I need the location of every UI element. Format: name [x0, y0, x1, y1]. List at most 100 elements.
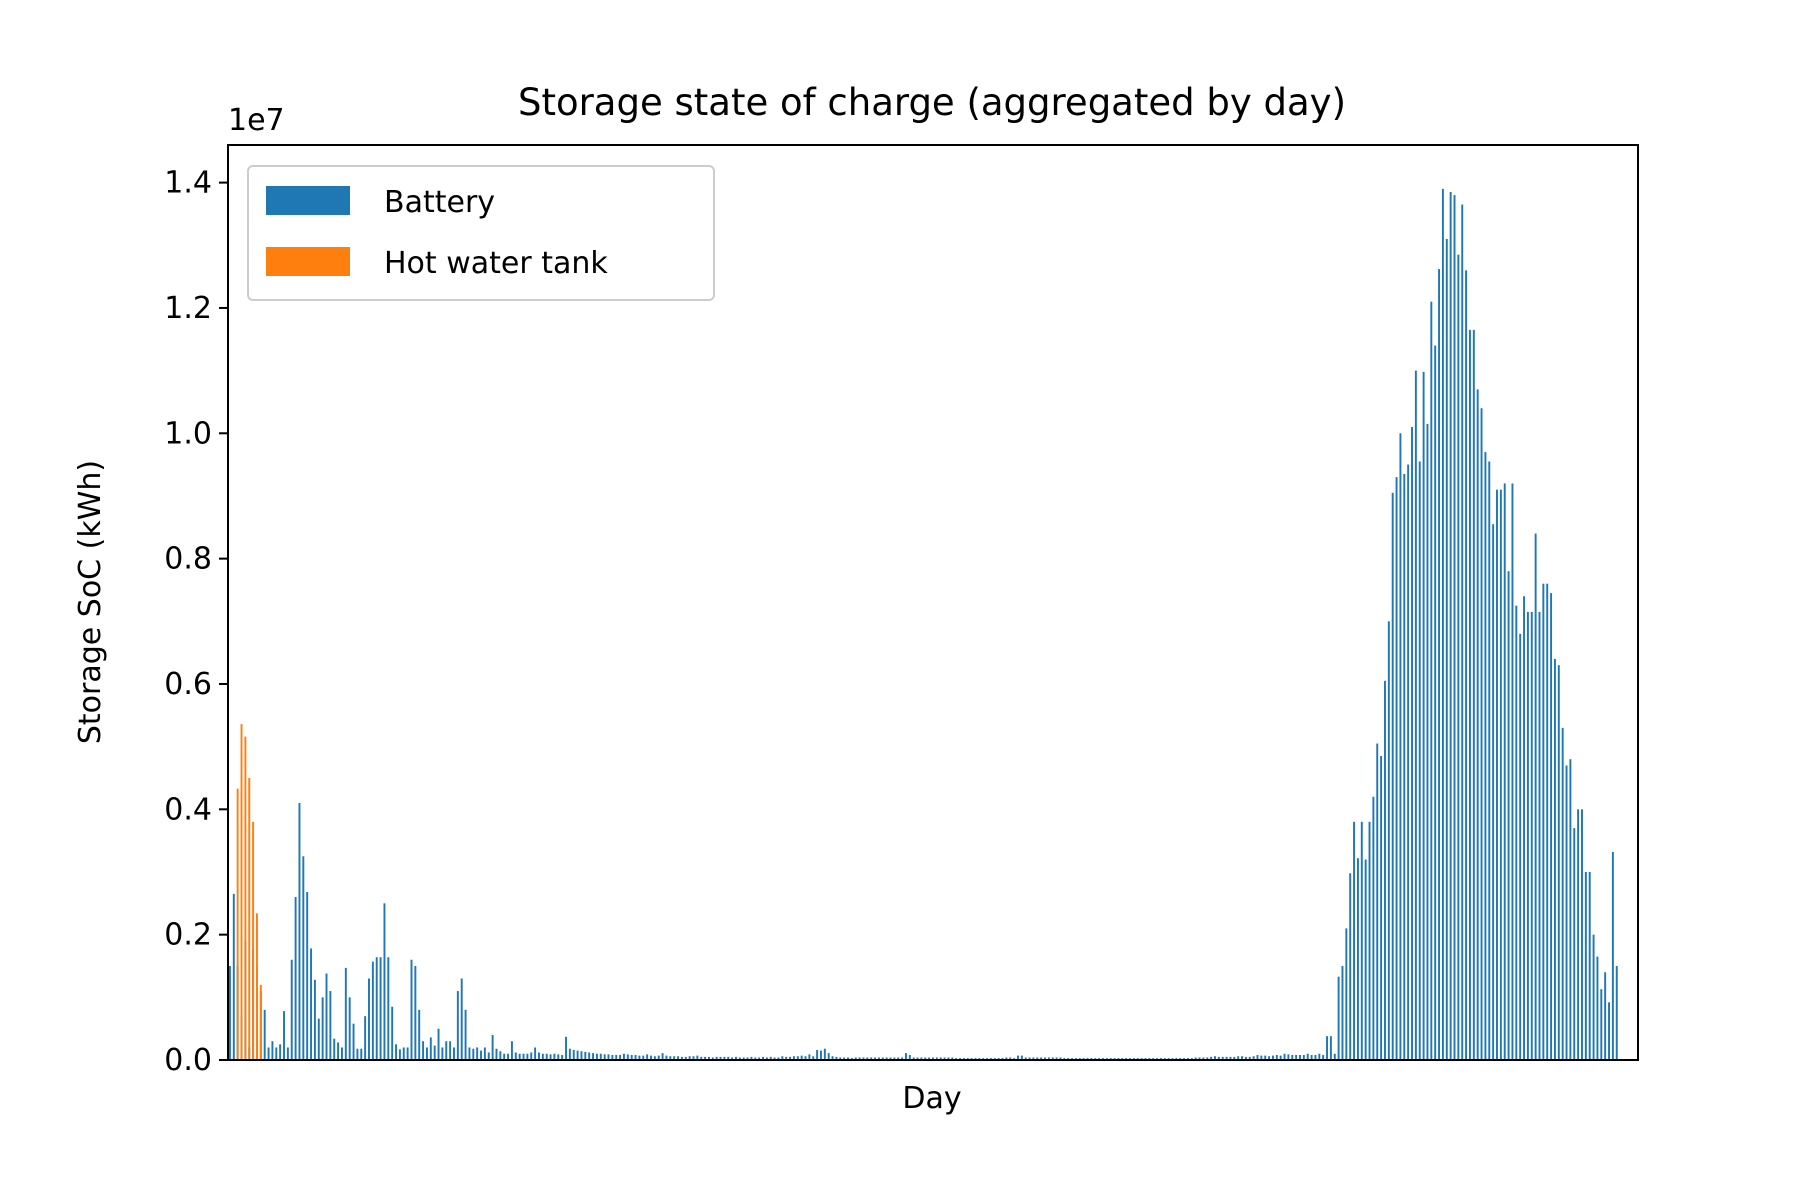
legend-swatch-battery	[266, 186, 350, 215]
bar-battery	[1515, 605, 1518, 1060]
bar-battery	[1492, 524, 1495, 1060]
bar-battery	[1391, 492, 1394, 1061]
y-tick-label: 1.2	[164, 291, 212, 326]
bar-battery	[773, 1057, 776, 1060]
bar-battery	[232, 893, 235, 1060]
bar-battery	[510, 1041, 513, 1060]
x-axis-label: Day	[902, 1081, 961, 1116]
bar-battery	[1198, 1057, 1201, 1060]
plot-area	[228, 188, 1618, 1061]
bar-battery	[480, 1050, 482, 1060]
bar-battery	[1418, 461, 1421, 1060]
bar-battery	[1237, 1056, 1240, 1060]
bar-battery	[653, 1056, 656, 1060]
bar-battery	[1484, 452, 1487, 1061]
bar-battery	[453, 1047, 455, 1060]
bar-hot-water-tank	[244, 736, 247, 1060]
bar-battery	[1268, 1056, 1271, 1060]
bar-battery	[924, 1057, 927, 1060]
bar-battery	[762, 1056, 764, 1060]
bar-battery	[410, 959, 413, 1060]
bar-battery	[742, 1057, 745, 1060]
bar-battery	[831, 1056, 834, 1060]
bar-battery	[1372, 796, 1375, 1060]
bar-battery	[1295, 1054, 1298, 1060]
bar-battery	[1511, 483, 1514, 1060]
bar-battery	[1217, 1056, 1220, 1060]
bar-battery	[371, 961, 374, 1060]
bar-battery	[445, 1041, 448, 1060]
bar-battery	[1615, 965, 1618, 1060]
bar-battery	[507, 1053, 510, 1060]
bar-battery	[1581, 809, 1583, 1060]
bar-battery	[893, 1057, 896, 1060]
bar-battery	[1349, 873, 1352, 1060]
bar-battery	[1360, 821, 1363, 1060]
bar-battery	[727, 1056, 730, 1060]
y-axis-ticks: 0.0 0.2 0.4 0.6 0.8 1.0 1.2 1.4	[164, 166, 228, 1078]
legend-label-hot-water-tank: Hot water tank	[384, 246, 608, 281]
bar-battery	[1287, 1054, 1290, 1060]
bar-battery	[310, 948, 313, 1060]
bar-battery	[1051, 1057, 1054, 1060]
chart-title: Storage state of charge (aggregated by d…	[518, 81, 1346, 124]
bar-battery	[325, 973, 328, 1060]
bar-battery	[889, 1057, 892, 1060]
bar-battery	[874, 1057, 877, 1060]
bar-battery	[1302, 1054, 1305, 1060]
bar-battery	[665, 1055, 668, 1060]
bar-battery	[279, 1044, 282, 1060]
bar-battery	[387, 957, 390, 1060]
bar-battery	[885, 1057, 888, 1060]
bar-hot-water-tank	[248, 777, 251, 1060]
bar-battery	[1592, 934, 1595, 1060]
y-tick-label: 0.0	[164, 1043, 212, 1078]
bar-battery	[746, 1057, 749, 1060]
bar-battery	[352, 1023, 355, 1060]
bar-battery	[870, 1057, 873, 1060]
bar-battery	[1329, 1036, 1332, 1060]
bar-battery	[414, 965, 417, 1060]
bar-battery	[750, 1056, 753, 1060]
bar-battery	[356, 1048, 359, 1060]
bar-battery	[1260, 1055, 1263, 1060]
bar-battery	[820, 1050, 822, 1060]
bar-battery	[1368, 821, 1371, 1060]
bar-battery	[487, 1052, 490, 1060]
bar-battery	[1291, 1054, 1294, 1060]
bar-battery	[638, 1055, 641, 1060]
bar-battery	[1395, 477, 1398, 1060]
bar-battery	[1376, 743, 1379, 1060]
bar-battery	[302, 856, 305, 1060]
hot-water-tank-bars	[236, 724, 262, 1060]
bar-battery	[1353, 821, 1356, 1060]
bar-battery	[294, 897, 297, 1060]
bar-hot-water-tank	[252, 821, 255, 1060]
bar-battery	[425, 1047, 428, 1060]
bar-battery	[812, 1056, 815, 1060]
bar-battery	[1434, 345, 1437, 1060]
bar-battery	[1611, 851, 1614, 1060]
bar-battery	[1534, 533, 1537, 1060]
bar-battery	[1465, 270, 1468, 1061]
bar-battery	[932, 1057, 934, 1060]
bar-battery	[781, 1056, 784, 1060]
bar-battery	[298, 803, 301, 1060]
bar-battery	[943, 1057, 946, 1060]
bar-battery	[615, 1054, 618, 1060]
bar-battery	[588, 1052, 591, 1060]
bar-battery	[595, 1053, 598, 1060]
bar-battery	[1608, 1002, 1610, 1060]
bar-battery	[518, 1053, 521, 1060]
y-tick-label: 1.4	[164, 166, 212, 201]
bar-battery	[1059, 1057, 1062, 1060]
bar-battery	[827, 1053, 830, 1060]
bar-battery	[1496, 489, 1498, 1060]
bar-battery	[735, 1056, 737, 1060]
bar-battery	[1573, 828, 1576, 1060]
bar-battery	[483, 1047, 486, 1060]
bar-battery	[622, 1053, 625, 1060]
bar-battery	[881, 1057, 884, 1060]
bar-battery	[1519, 633, 1522, 1060]
bar-battery	[1264, 1055, 1267, 1060]
